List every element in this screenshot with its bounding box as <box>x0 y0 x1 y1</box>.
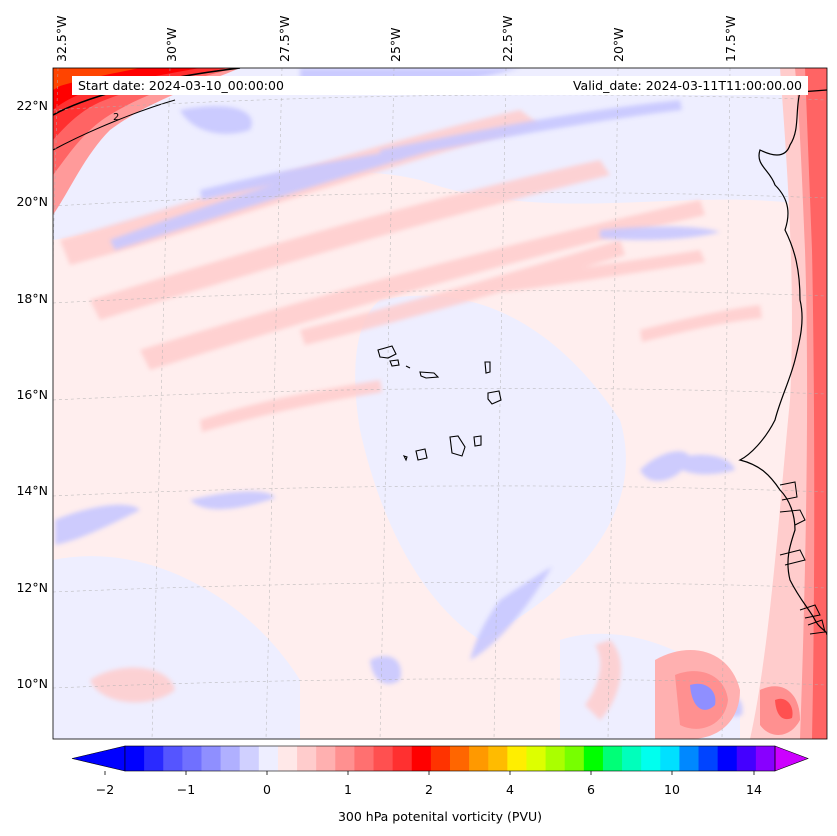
colorbar-tick: 0 <box>263 782 271 797</box>
colorbar-segment <box>335 746 355 771</box>
lat-label-10n: 10°N <box>16 676 48 691</box>
colorbar-segment <box>736 746 757 771</box>
colorbar-segment <box>602 746 623 771</box>
colorbar-under-arrow <box>71 745 126 772</box>
date-header: Start date: 2024-03-10_00:00:00 Valid_da… <box>72 76 808 95</box>
colorbar-frame <box>124 745 776 772</box>
colorbar-segment <box>507 746 527 771</box>
colorbar-tick: 10 <box>664 782 680 797</box>
colorbar-tick: 6 <box>587 782 595 797</box>
colorbar-segment <box>469 746 489 771</box>
colorbar-segment <box>354 746 374 771</box>
colorbar-segment <box>125 746 145 771</box>
colorbar-tick: 14 <box>746 782 762 797</box>
colorbar-label: 300 hPa potenital vorticity (PVU) <box>337 809 543 824</box>
colorbar-segment <box>488 746 508 771</box>
colorbar-segment <box>411 746 432 771</box>
pv-field <box>53 68 827 739</box>
colorbar-segment <box>526 746 546 771</box>
colorbar-segment <box>583 746 604 771</box>
lat-label-22n: 22°N <box>16 98 48 113</box>
colorbar-segment <box>220 746 241 771</box>
colorbar-segment <box>450 746 470 771</box>
colorbar-segment <box>258 746 279 771</box>
colorbar-segment <box>239 746 260 771</box>
colorbar-tick: −1 <box>176 782 196 797</box>
colorbar-segment <box>392 746 413 771</box>
colorbar-segment <box>297 746 317 771</box>
lat-label-14n: 14°N <box>16 483 48 498</box>
colorbar-segment <box>641 746 661 771</box>
lon-label-20w: 20°W <box>611 27 626 62</box>
lat-label-18n: 18°N <box>16 291 48 306</box>
lat-label-16n: 16°N <box>16 387 48 402</box>
colorbar-segment <box>316 746 336 771</box>
lon-label-22-5w: 22.5°W <box>500 15 515 62</box>
colorbar-segment <box>201 746 221 771</box>
lat-label-20n: 20°N <box>16 194 48 209</box>
colorbar-segment <box>373 746 394 771</box>
colorbar-segment <box>564 746 585 771</box>
lat-label-12n: 12°N <box>16 580 48 595</box>
colorbar-segment <box>698 746 719 771</box>
colorbar-segment <box>679 746 699 771</box>
lon-label-30w: 30°W <box>164 27 179 62</box>
colorbar-tick: 2 <box>425 782 433 797</box>
colorbar-segment <box>717 746 738 771</box>
colorbar-segment <box>622 746 642 771</box>
colorbar-segment <box>182 746 202 771</box>
colorbar <box>71 745 809 775</box>
contour-label: 2 <box>113 112 119 123</box>
colorbar-tick: 1 <box>344 782 352 797</box>
colorbar-tick: 4 <box>506 782 514 797</box>
lon-label-17-5w: 17.5°W <box>723 15 738 62</box>
start-date: Start date: 2024-03-10_00:00:00 <box>78 78 284 93</box>
map-frame <box>52 67 828 740</box>
colorbar-tick: −2 <box>95 782 115 797</box>
colorbar-segment <box>163 746 183 771</box>
colorbar-segment <box>545 746 566 771</box>
colorbar-segment <box>277 746 298 771</box>
lon-label-32-5w: 32.5°W <box>54 15 69 62</box>
colorbar-segment <box>755 746 776 771</box>
colorbar-over-arrow <box>774 745 809 772</box>
lon-label-25w: 25°W <box>388 27 403 62</box>
colorbar-segment <box>660 746 680 771</box>
valid-date: Valid_date: 2024-03-11T11:00:00.00 <box>572 78 802 93</box>
lon-label-27-5w: 27.5°W <box>277 15 292 62</box>
colorbar-segment <box>144 746 164 771</box>
colorbar-segment <box>430 746 451 771</box>
